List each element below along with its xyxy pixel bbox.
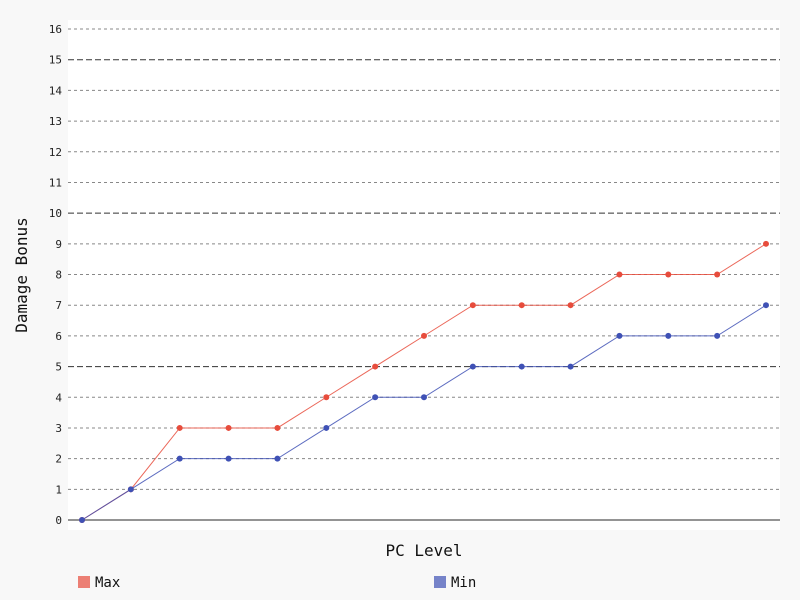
data-point-min: [714, 332, 721, 339]
data-point-max: [176, 424, 183, 431]
data-point-max: [469, 302, 476, 309]
data-point-min: [665, 332, 672, 339]
y-tick-label: 5: [55, 361, 62, 374]
y-tick-label: 4: [55, 391, 62, 404]
data-point-min: [469, 363, 476, 370]
data-point-min: [616, 332, 623, 339]
data-point-max: [518, 302, 525, 309]
y-tick-label: 1: [55, 483, 62, 496]
series-min: [79, 302, 769, 523]
data-point-min: [225, 455, 232, 462]
legend-swatch-max: [78, 576, 90, 588]
data-point-max: [225, 424, 232, 431]
y-tick-label: 2: [55, 453, 62, 466]
data-point-max: [567, 302, 574, 309]
legend-item-max: Max: [78, 575, 120, 591]
legend-swatch-min: [434, 576, 446, 588]
y-tick-label: 7: [55, 299, 62, 312]
y-tick-label: 12: [49, 146, 62, 159]
y-tick-label: 9: [55, 238, 62, 251]
data-point-max: [421, 332, 427, 339]
data-point-max: [665, 271, 672, 278]
legend-label-min: Min: [451, 575, 476, 591]
y-axis-title: Damage Bonus: [12, 217, 31, 333]
y-tick-label: 13: [49, 115, 62, 128]
legend: Max Min: [78, 575, 476, 591]
data-point-min: [323, 424, 330, 431]
y-tick-label: 0: [55, 514, 62, 527]
data-point-max: [323, 394, 330, 401]
data-point-max: [714, 271, 721, 278]
data-point-min: [79, 517, 85, 523]
data-point-max: [616, 271, 623, 278]
y-tick-label: 8: [55, 269, 62, 282]
series-layer: [79, 240, 769, 523]
y-tick-label: 10: [49, 207, 62, 220]
data-point-max: [763, 240, 769, 247]
data-point-min: [421, 394, 427, 401]
data-point-min: [518, 363, 525, 370]
y-tick-label: 6: [55, 330, 62, 343]
y-tick-label: 14: [49, 84, 63, 97]
data-point-min: [763, 302, 769, 309]
data-point-min: [372, 394, 379, 401]
legend-item-min: Min: [434, 575, 476, 591]
x-axis-title: PC Level: [385, 541, 462, 560]
data-point-max: [274, 424, 281, 431]
y-tick-label: 16: [49, 23, 62, 36]
y-tick-label: 3: [55, 422, 62, 435]
data-point-min: [176, 455, 183, 462]
data-point-min: [567, 363, 574, 370]
data-point-min: [127, 486, 134, 493]
data-point-max: [372, 363, 379, 370]
legend-label-max: Max: [95, 575, 120, 591]
y-tick-label: 11: [49, 176, 62, 189]
y-tick-label: 15: [49, 54, 62, 67]
data-point-min: [274, 455, 281, 462]
